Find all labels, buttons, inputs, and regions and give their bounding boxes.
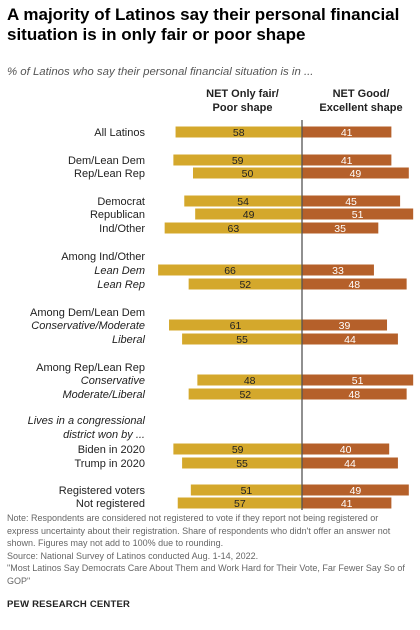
row-label: Rep/Lean Rep: [74, 168, 145, 180]
row-label: Moderate/Liberal: [62, 389, 145, 401]
value-label-poor: 52: [239, 279, 251, 291]
value-label-poor: 58: [233, 127, 245, 139]
value-label-good: 48: [348, 279, 360, 291]
row-label: Biden in 2020: [78, 444, 145, 456]
value-label-good: 39: [339, 320, 351, 332]
value-label-good: 49: [350, 168, 362, 180]
bar-poor-shape: [197, 374, 302, 386]
group-header-label: Among Ind/Other: [61, 251, 145, 263]
bar-poor-shape: [173, 443, 302, 455]
bar-poor-shape: [164, 222, 302, 234]
chart-subtitle: % of Latinos who say their personal fina…: [7, 66, 314, 78]
value-label-good: 41: [341, 155, 353, 167]
bar-poor-shape: [190, 484, 302, 496]
bar-good-shape: [302, 154, 392, 166]
value-label-poor: 50: [242, 168, 254, 180]
row-label: Not registered: [76, 498, 145, 510]
bar-poor-shape: [188, 388, 302, 400]
bar-good-shape: [302, 388, 407, 400]
value-label-poor: 51: [241, 485, 253, 497]
row-label: Liberal: [112, 334, 146, 346]
value-label-good: 51: [352, 375, 364, 387]
value-label-good: 41: [341, 498, 353, 510]
value-label-poor: 59: [232, 155, 244, 167]
row-label: All Latinos: [94, 127, 145, 139]
value-label-good: 35: [334, 223, 346, 235]
row-label: Conservative: [81, 375, 145, 387]
value-label-poor: 48: [244, 375, 256, 387]
bar-good-shape: [302, 457, 398, 469]
bar-good-shape: [302, 443, 390, 455]
row-label: Ind/Other: [99, 223, 145, 235]
bar-good-shape: [302, 167, 409, 179]
value-label-good: 48: [348, 389, 360, 401]
bar-poor-shape: [193, 167, 302, 179]
value-label-good: 44: [344, 334, 356, 346]
row-label: Republican: [90, 209, 145, 221]
note-text: Note: Respondents are considered not reg…: [7, 513, 391, 549]
bar-good-shape: [302, 278, 407, 290]
value-label-good: 51: [352, 209, 364, 221]
value-label-poor: 54: [237, 196, 249, 208]
group-header-label: Among Rep/Lean Rep: [36, 362, 145, 374]
source-text: Source: National Survey of Latinos condu…: [7, 550, 259, 561]
row-label: Democrat: [97, 196, 145, 208]
value-label-poor: 57: [234, 498, 246, 510]
bar-poor-shape: [169, 319, 302, 331]
bar-poor-shape: [182, 457, 302, 469]
value-label-good: 41: [341, 127, 353, 139]
value-label-poor: 59: [232, 444, 244, 456]
value-label-good: 49: [350, 485, 362, 497]
brand-logo-text: PEW RESEARCH CENTER: [7, 599, 131, 610]
row-label: Lean Dem: [94, 265, 145, 277]
value-label-good: 40: [340, 444, 352, 456]
row-label: Trump in 2020: [74, 458, 145, 470]
bar-poor-shape: [175, 126, 302, 138]
column-header-good: NET Good/ Excellent shape: [302, 87, 420, 115]
bar-good-shape: [302, 484, 409, 496]
bar-good-shape: [302, 374, 414, 386]
bar-good-shape: [302, 208, 414, 220]
value-label-poor: 66: [224, 265, 236, 277]
column-header-good-line-1: NET Good/: [332, 88, 390, 100]
column-header-poor-line-2: Poor shape: [212, 102, 273, 114]
group-header-label: district won by ...: [63, 429, 145, 441]
value-label-poor: 52: [239, 389, 251, 401]
column-header-poor-line-1: NET Only fair/: [206, 88, 279, 100]
row-label: Conservative/Moderate: [31, 320, 145, 332]
value-label-poor: 55: [236, 334, 248, 346]
value-label-poor: 61: [230, 320, 242, 332]
bar-poor-shape: [188, 278, 302, 290]
chart-title: A majority of Latinos say their personal…: [7, 5, 400, 44]
group-header-label: Among Dem/Lean Dem: [30, 307, 145, 319]
value-label-good: 33: [332, 265, 344, 277]
column-header-good-line-2: Excellent shape: [319, 102, 403, 114]
value-label-poor: 63: [227, 223, 239, 235]
report-title-text: "Most Latinos Say Democrats Care About T…: [7, 563, 405, 586]
bar-poor-shape: [158, 264, 302, 276]
row-label: Registered voters: [59, 485, 146, 497]
row-label: Lean Rep: [97, 279, 145, 291]
bar-good-shape: [302, 126, 392, 138]
bar-poor-shape: [184, 195, 302, 207]
bar-good-shape: [302, 319, 388, 331]
group-header-label: Lives in a congressional: [28, 415, 146, 427]
value-label-poor: 49: [243, 209, 255, 221]
column-header-poor: NET Only fair/ Poor shape: [180, 87, 305, 115]
bar-poor-shape: [173, 154, 302, 166]
value-label-good: 44: [344, 458, 356, 470]
bar-good-shape: [302, 195, 401, 207]
bar-good-shape: [302, 333, 398, 345]
value-label-poor: 55: [236, 458, 248, 470]
bar-good-shape: [302, 222, 379, 234]
diverging-bar-chart: All Latinos 58 41 Dem/Lean Dem 59 41 Rep/Lean …: [28, 120, 414, 510]
row-label: Dem/Lean Dem: [68, 155, 145, 167]
notes: Note: Respondents are considered not reg…: [7, 512, 412, 588]
bar-poor-shape: [177, 497, 302, 509]
bar-good-shape: [302, 497, 392, 509]
value-label-good: 45: [345, 196, 357, 208]
bar-poor-shape: [182, 333, 302, 345]
bar-poor-shape: [195, 208, 302, 220]
bar-good-shape: [302, 264, 374, 276]
